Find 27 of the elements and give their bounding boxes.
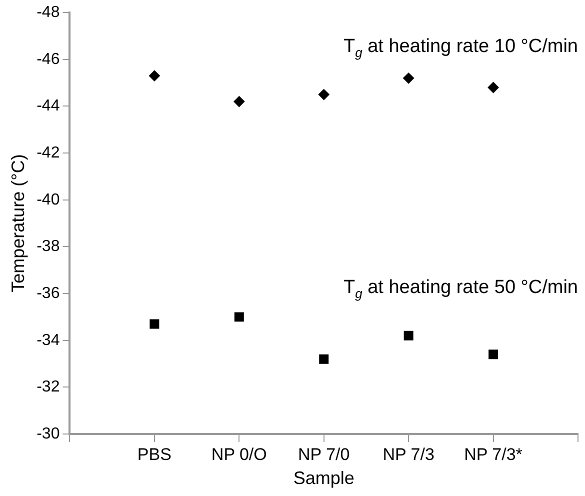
y-tick-label: -34 (36, 332, 60, 349)
point (319, 354, 329, 364)
y-tick-label: -42 (36, 144, 60, 162)
point (150, 319, 160, 329)
y-tick-label: -48 (36, 4, 60, 22)
point (318, 89, 330, 100)
y-tick-label: -32 (36, 378, 60, 396)
x-tick-label: NP 7/3* (464, 444, 523, 464)
y-axis-title: Temperature (°C) (8, 154, 28, 292)
point (488, 82, 499, 94)
y-tick-label: -38 (36, 238, 60, 256)
point (404, 330, 414, 340)
point (234, 312, 244, 322)
x-axis-title: Sample (293, 468, 354, 488)
x-tick-label: NP 7/0 (298, 444, 350, 464)
y-tick-label: -36 (36, 284, 60, 302)
point (148, 70, 160, 82)
y-tick-label: -40 (36, 191, 60, 208)
x-tick-label: PBS (137, 444, 172, 464)
y-tick-label: -44 (36, 98, 60, 115)
x-tick-label: NP 0/O (211, 444, 267, 464)
point (488, 350, 498, 360)
y-tick-label: -30 (36, 425, 60, 442)
point (234, 96, 245, 108)
point (403, 72, 414, 84)
x-tick-label: NP 7/3 (382, 444, 434, 464)
y-tick-label: -46 (36, 50, 60, 68)
